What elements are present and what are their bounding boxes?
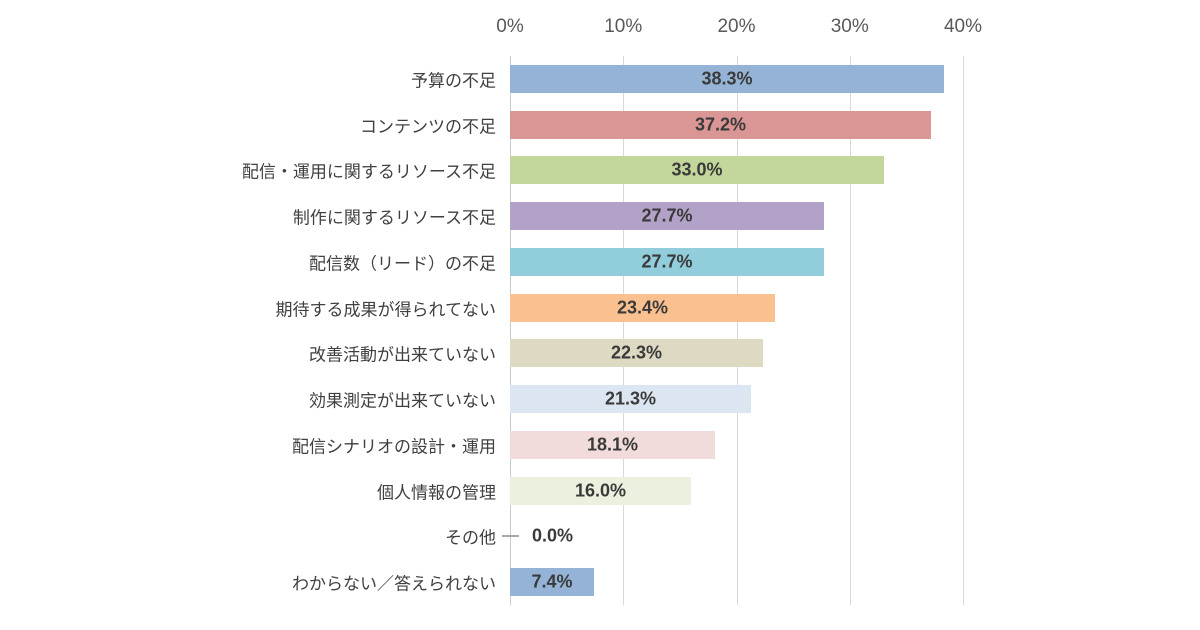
- category-label: 配信数（リード）の不足: [309, 254, 496, 274]
- category-label: 期待する成果が得られてない: [275, 300, 497, 320]
- chart-row: 効果測定が出来ていない 21.3%: [0, 376, 1200, 422]
- value-label: 16.0%: [574, 480, 627, 501]
- bar: 38.3%: [510, 64, 944, 93]
- gridline: [737, 56, 738, 605]
- chart-row: 改善活動が出来ていない 22.3%: [0, 331, 1200, 377]
- bar: 7.4%: [510, 568, 594, 597]
- gridline: [963, 56, 964, 605]
- x-axis-tick-label: 40%: [943, 16, 983, 37]
- bar: 21.3%: [510, 385, 751, 414]
- chart-row: 予算の不足 38.3%: [0, 56, 1200, 102]
- bar: 27.7%: [510, 247, 824, 276]
- value-label: 37.2%: [694, 114, 747, 135]
- bar: 37.2%: [510, 110, 931, 139]
- value-label: 0.0%: [532, 525, 574, 546]
- gridline: [850, 56, 851, 605]
- chart-row: 制作に関するリソース不足 27.7%: [0, 193, 1200, 239]
- x-axis-tick-label: 0%: [496, 16, 524, 37]
- bar: 18.1%: [510, 430, 715, 459]
- chart-row: 配信・運用に関するリソース不足 33.0%: [0, 148, 1200, 194]
- chart-row: その他 0.0%: [0, 514, 1200, 560]
- chart-rows: 予算の不足 38.3% コンテンツの不足 37.2% 配信・運用に関するリソース不足 33…: [0, 56, 1200, 605]
- value-label: 27.7%: [641, 251, 693, 272]
- x-axis-tick-label: 20%: [717, 16, 756, 37]
- chart-row: 配信シナリオの設計・運用 18.1%: [0, 422, 1200, 468]
- value-label: 22.3%: [610, 342, 663, 363]
- bar: 27.7%: [510, 202, 824, 231]
- gridlines-layer: [510, 56, 964, 605]
- x-axis-tick-label: 30%: [830, 16, 869, 37]
- chart-row: コンテンツの不足 37.2%: [0, 102, 1200, 148]
- value-label: 23.4%: [616, 297, 669, 318]
- chart-row: 配信数（リード）の不足 27.7%: [0, 239, 1200, 285]
- gridline: [623, 56, 624, 605]
- x-axis: 0% 10% 20% 30% 40%: [0, 16, 1200, 46]
- value-label: 21.3%: [604, 388, 657, 409]
- value-label: 27.7%: [641, 205, 693, 226]
- bar: 22.3%: [510, 339, 763, 368]
- bar: 33.0%: [510, 156, 884, 185]
- category-label: 制作に関するリソース不足: [292, 208, 496, 228]
- category-label: 個人情報の管理: [377, 483, 496, 503]
- chart-row: わからない／答えられない 7.4%: [0, 559, 1200, 605]
- category-label: 効果測定が出来ていない: [309, 391, 496, 411]
- category-label: コンテンツの不足: [360, 117, 496, 137]
- category-label: わからない／答えられない: [292, 574, 496, 594]
- category-label: その他: [445, 528, 496, 548]
- category-label: 予算の不足: [411, 71, 496, 91]
- value-label: 18.1%: [586, 434, 639, 455]
- category-label: 改善活動が出来ていない: [309, 345, 496, 365]
- value-label: 7.4%: [531, 571, 573, 592]
- value-label: 33.0%: [671, 159, 723, 180]
- chart-row: 個人情報の管理 16.0%: [0, 468, 1200, 514]
- bar: 16.0%: [510, 476, 691, 505]
- category-label: 配信シナリオの設計・運用: [292, 437, 496, 457]
- bar: 23.4%: [510, 293, 775, 322]
- category-label: 配信・運用に関するリソース不足: [241, 162, 496, 182]
- chart-row: 期待する成果が得られてない 23.4%: [0, 285, 1200, 331]
- value-label: 38.3%: [701, 68, 753, 89]
- zero-bar-dash: [502, 535, 519, 538]
- y-axis-line: [510, 56, 511, 605]
- x-axis-tick-label: 10%: [604, 16, 643, 37]
